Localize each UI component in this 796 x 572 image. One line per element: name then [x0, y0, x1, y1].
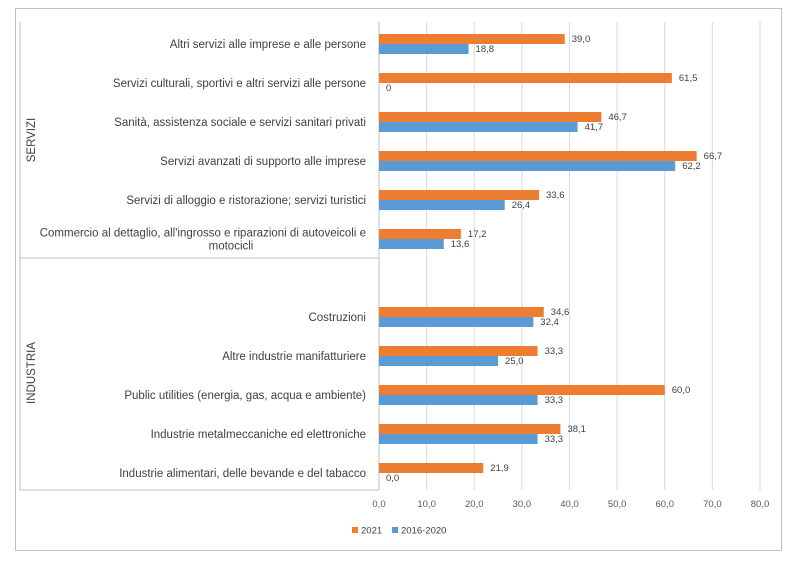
bar-2021-servizi-di-alloggio-e-ristorazione-servi [379, 190, 540, 200]
category-label-public-utilities-energia-gas-acqua-e-amb: Public utilities (energia, gas, acqua e … [124, 390, 366, 402]
category-label-commercio-al-dettaglio-all-ingrosso-e-ri: Commercio al dettaglio, all'ingrosso e r… [40, 228, 366, 253]
category-label-altri-servizi-alle-imprese-e-alle-person: Altri servizi alle imprese e alle person… [170, 39, 366, 51]
legend-label-2016-2020: 2016-2020 [401, 526, 446, 537]
data-label-2021-costruzioni: 34,6 [551, 307, 570, 318]
data-label-2021-servizi-di-alloggio-e-ristorazione-servi: 33,6 [546, 190, 565, 201]
data-label-2016-2020-altre-industrie-manifatturiere: 25,0 [505, 356, 524, 367]
category-labels: Altri servizi alle imprese e alle person… [40, 39, 366, 480]
x-tick-label: 30,0 [513, 499, 532, 510]
legend-label-2021: 2021 [361, 526, 382, 537]
bar-2021-altre-industrie-manifatturiere [379, 346, 538, 356]
category-label-sanita-assistenza-sociale-e-servizi-sani: Sanità, assistenza sociale e servizi san… [114, 117, 366, 129]
data-label-2016-2020-commercio-al-dettaglio-all-ingrosso-e-ri: 13,6 [451, 239, 470, 250]
x-tick-label: 50,0 [608, 499, 627, 510]
x-tick-label: 80,0 [751, 499, 770, 510]
bar-2016-2020-public-utilities-energia-gas-acqua-e-amb [379, 395, 538, 405]
category-label-servizi-avanzati-di-supporto-alle-impres: Servizi avanzati di supporto alle impres… [160, 156, 366, 168]
data-label-2016-2020-public-utilities-energia-gas-acqua-e-amb: 33,3 [545, 395, 564, 406]
category-label-altre-industrie-manifatturiere: Altre industrie manifatturiere [222, 351, 366, 363]
category-label-servizi-culturali-sportivi-e-altri-servi: Servizi culturali, sportivi e altri serv… [113, 78, 366, 90]
data-label-2021-altre-industrie-manifatturiere: 33,3 [545, 346, 564, 357]
chart-border [15, 8, 782, 551]
bars [379, 34, 697, 473]
data-label-2021-servizi-culturali-sportivi-e-altri-servi: 61,5 [679, 73, 698, 84]
data-label-2016-2020-sanita-assistenza-sociale-e-servizi-sani: 41,7 [585, 122, 604, 133]
bar-2021-sanita-assistenza-sociale-e-servizi-sani [379, 112, 602, 122]
bar-2021-servizi-avanzati-di-supporto-alle-impres [379, 151, 697, 161]
category-label-servizi-di-alloggio-e-ristorazione-servi: Servizi di alloggio e ristorazione; serv… [126, 195, 366, 207]
x-tick-label: 60,0 [656, 499, 675, 510]
data-label-2016-2020-industrie-alimentari-delle-bevande-e-del: 0,0 [386, 473, 399, 484]
data-label-2021-servizi-avanzati-di-supporto-alle-impres: 66,7 [704, 151, 723, 162]
data-label-2016-2020-altri-servizi-alle-imprese-e-alle-person: 18,8 [476, 44, 495, 55]
x-tick-label: 0,0 [372, 499, 385, 510]
data-label-2021-industrie-metalmeccaniche-ed-elettronich: 38,1 [567, 424, 586, 435]
bar-2021-industrie-metalmeccaniche-ed-elettronich [379, 424, 561, 434]
x-tick-label: 20,0 [465, 499, 484, 510]
data-label-2021-sanita-assistenza-sociale-e-servizi-sani: 46,7 [608, 112, 627, 123]
data-labels: 39,0 18,8 61,5 0 46,7 41,7 66,762,2 33,6 26,4 17,… [386, 34, 722, 484]
bar-2016-2020-altre-industrie-manifatturiere [379, 356, 499, 366]
group-labels: SERVIZI INDUSTRIA [26, 118, 38, 404]
legend-swatch-2021 [352, 527, 358, 533]
data-label-2016-2020-costruzioni: 32,4 [540, 317, 559, 328]
axis-lines [19, 22, 380, 491]
category-label-industrie-metalmeccaniche-ed-elettronich: Industrie metalmeccaniche ed elettronich… [151, 429, 366, 441]
bar-2021-commercio-al-dettaglio-all-ingrosso-e-ri [379, 229, 461, 239]
group-label-industria: INDUSTRIA [26, 342, 38, 404]
category-label-costruzioni: Costruzioni [308, 312, 366, 324]
group-label-servizi: SERVIZI [26, 118, 38, 163]
data-label-2016-2020-servizi-culturali-sportivi-e-altri-servi: 0 [386, 83, 391, 94]
data-label-2021-commercio-al-dettaglio-all-ingrosso-e-ri: 17,2 [468, 229, 487, 240]
x-tick-label: 70,0 [703, 499, 722, 510]
bar-2016-2020-servizi-di-alloggio-e-ristorazione-servi [379, 200, 505, 210]
bar-2016-2020-costruzioni [379, 317, 534, 327]
x-tick-labels: 0,0 10,0 20,0 30,0 40,0 50,0 60,0 70,0 80,0 [372, 499, 769, 510]
category-label-industrie-alimentari-delle-bevande-e-del: Industrie alimentari, delle bevande e de… [119, 468, 366, 480]
data-label-2016-2020-servizi-avanzati-di-supporto-alle-impres: 62,2 [682, 161, 701, 172]
x-tick-label: 40,0 [560, 499, 579, 510]
data-label-2016-2020-servizi-di-alloggio-e-ristorazione-servi: 26,4 [512, 200, 530, 211]
legend: 2021 2016-2020 [352, 526, 446, 537]
bar-2021-public-utilities-energia-gas-acqua-e-amb [379, 385, 665, 395]
bar-2016-2020-altri-servizi-alle-imprese-e-alle-person [379, 44, 469, 54]
bar-2016-2020-servizi-avanzati-di-supporto-alle-impres [379, 161, 676, 171]
data-label-2021-altri-servizi-alle-imprese-e-alle-person: 39,0 [572, 34, 591, 45]
bar-2021-industrie-alimentari-delle-bevande-e-del [379, 463, 484, 473]
bar-2021-costruzioni [379, 307, 544, 317]
bar-2016-2020-industrie-metalmeccaniche-ed-elettronich [379, 434, 538, 444]
bar-2021-servizi-culturali-sportivi-e-altri-servi [379, 73, 672, 83]
legend-swatch-2016-2020 [392, 527, 398, 533]
data-label-2016-2020-industrie-metalmeccaniche-ed-elettronich: 33,3 [545, 434, 564, 445]
gridlines [426, 22, 761, 490]
x-tick-label: 10,0 [417, 499, 436, 510]
bar-2021-altri-servizi-alle-imprese-e-alle-person [379, 34, 565, 44]
bar-2016-2020-commercio-al-dettaglio-all-ingrosso-e-ri [379, 239, 444, 249]
data-label-2021-industrie-alimentari-delle-bevande-e-del: 21,9 [490, 463, 509, 474]
bar-2016-2020-sanita-assistenza-sociale-e-servizi-sani [379, 122, 578, 132]
data-label-2021-public-utilities-energia-gas-acqua-e-amb: 60,0 [672, 385, 691, 396]
